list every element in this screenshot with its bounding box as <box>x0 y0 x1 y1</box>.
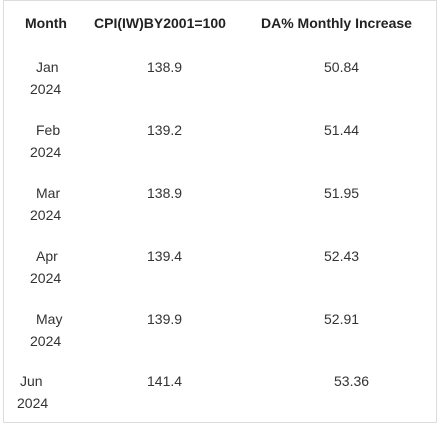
month-name: May <box>36 311 63 327</box>
cpi-value: 141.4 <box>147 373 183 389</box>
month-cell: Feb 2024 <box>30 119 70 163</box>
month-cell: Jan 2024 <box>30 56 70 100</box>
month-cell: May 2024 <box>30 308 70 352</box>
da-value: 51.44 <box>324 122 360 138</box>
da-value: 51.95 <box>324 185 360 201</box>
month-name: Jun <box>20 373 43 389</box>
cpi-da-table: Month CPI(IW)BY2001=100 DA% Monthly Incr… <box>3 0 437 423</box>
table-row: Jun 2024 141.4 53.36 <box>4 370 438 433</box>
table-row: Apr 2024 139.4 52.43 <box>4 245 438 308</box>
da-value: 52.91 <box>324 311 360 327</box>
month-name: Apr <box>36 248 58 264</box>
month-name: Feb <box>36 122 61 138</box>
month-name: Jan <box>36 59 59 75</box>
cpi-value: 138.9 <box>147 59 183 75</box>
cpi-value: 139.2 <box>147 122 183 138</box>
da-value: 50.84 <box>324 59 360 75</box>
da-value: 52.43 <box>324 248 360 264</box>
month-year: 2024 <box>30 81 62 97</box>
month-year: 2024 <box>30 270 62 286</box>
month-year: 2024 <box>30 207 62 223</box>
table-row: Jan 2024 138.9 50.84 <box>4 56 438 119</box>
month-name: Mar <box>36 185 61 201</box>
month-cell: Mar 2024 <box>30 182 70 226</box>
table-row: May 2024 139.9 52.91 <box>4 308 438 371</box>
month-year: 2024 <box>30 333 62 349</box>
cpi-value: 139.4 <box>147 248 183 264</box>
cpi-value: 139.9 <box>147 311 183 327</box>
month-year: 2024 <box>17 395 49 411</box>
month-year: 2024 <box>30 144 62 160</box>
month-cell: Jun 2024 <box>17 370 57 414</box>
da-value: 53.36 <box>334 373 370 389</box>
month-cell: Apr 2024 <box>30 245 70 289</box>
header-da-increase: DA% Monthly Increase <box>261 15 412 31</box>
table-row: Feb 2024 139.2 51.44 <box>4 119 438 182</box>
header-cpi: CPI(IW)BY2001=100 <box>94 15 226 31</box>
header-month: Month <box>25 15 67 31</box>
table-row: Mar 2024 138.9 51.95 <box>4 182 438 245</box>
cpi-value: 138.9 <box>147 185 183 201</box>
